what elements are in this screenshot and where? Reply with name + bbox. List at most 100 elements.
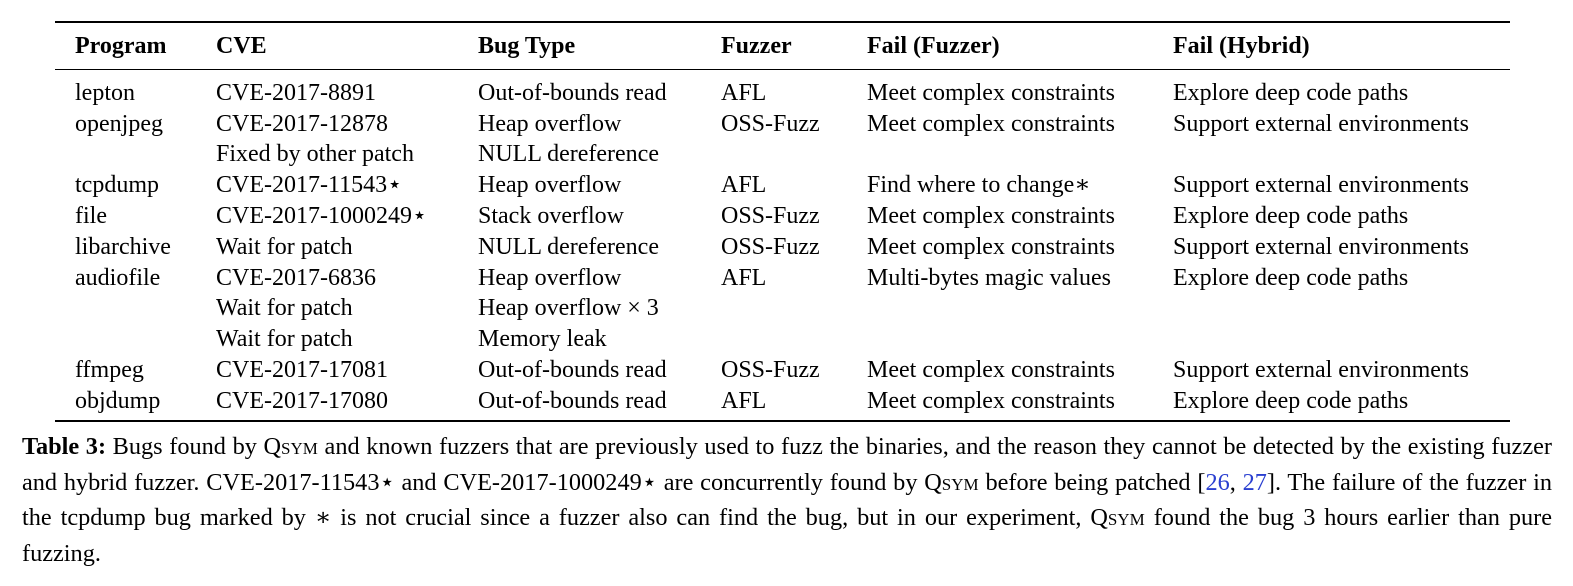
cell-fuzzer: OSS-Fuzz — [721, 110, 820, 137]
cell-fail-fuzzer — [867, 324, 1173, 355]
cell-bug-type: Heap overflow × 3 — [478, 295, 659, 322]
cell-program — [55, 324, 216, 355]
cell-fail-fuzzer: Meet complex constraints — [867, 233, 1115, 260]
table-row: Fixed by other patch NULL dereference — [55, 139, 1510, 170]
cell-program: objdump — [75, 387, 161, 414]
cell-program: libarchive — [75, 233, 171, 260]
cell-bug-type: NULL dereference — [478, 141, 659, 168]
header-fail-hybrid: Fail (Hybrid) — [1173, 33, 1310, 59]
cell-cve: CVE-2017-17080 — [216, 387, 388, 414]
cell-cve: Wait for patch — [216, 233, 353, 260]
cell-fuzzer: AFL — [721, 79, 767, 106]
header-fuzzer: Fuzzer — [721, 33, 792, 59]
cell-fail-fuzzer: Meet complex constraints — [867, 110, 1115, 137]
cell-cve: CVE-2017-17081 — [216, 356, 388, 383]
cell-fuzzer — [721, 139, 867, 170]
cell-program: lepton — [75, 79, 135, 106]
cell-bug-type: Heap overflow — [478, 264, 622, 291]
caption-text-4: ]. The failure of the fuzzer in the tcpd… — [22, 468, 1552, 532]
caption-text-2: and known fuzzers that are previously us… — [22, 433, 1552, 496]
cell-program: ffmpeg — [75, 356, 144, 383]
cell-bug-type: Heap overflow — [478, 172, 622, 199]
cell-fail-hybrid: Explore deep code paths — [1173, 264, 1409, 291]
cell-cve: CVE-2017-11543⋆ — [216, 172, 403, 199]
cell-cve: CVE-2017-1000249⋆ — [216, 202, 428, 229]
cell-fuzzer: OSS-Fuzz — [721, 356, 820, 383]
caption-text-5: found the bug 3 hours earlier than pure … — [22, 504, 1552, 568]
table-row: Wait for patch Memory leak — [55, 324, 1510, 355]
cell-fail-fuzzer: Meet complex constraints — [867, 356, 1115, 383]
cell-fuzzer — [721, 324, 867, 355]
cell-program: openjpeg — [75, 110, 163, 137]
table-row: openjpeg CVE-2017-12878 Heap overflow OSS-F… — [55, 109, 1510, 140]
cell-bug-type: Out-of-bounds read — [478, 356, 667, 383]
cell-fail-hybrid: Explore deep code paths — [1173, 202, 1409, 229]
cell-fail-hybrid — [1173, 139, 1510, 170]
cell-program: tcpdump — [75, 172, 159, 199]
cell-program: audiofile — [75, 264, 161, 291]
bug-table: Program CVE Bug Type Fuzzer Fail (Fuzzer… — [55, 21, 1510, 422]
header-program: Program — [75, 33, 167, 59]
cell-bug-type: Heap overflow — [478, 110, 622, 137]
cell-fuzzer: AFL — [721, 264, 767, 291]
caption-qsym-2: Qsym — [924, 468, 979, 496]
table-header: Program CVE Bug Type Fuzzer Fail (Fuzzer… — [55, 22, 1510, 70]
header-row: Program CVE Bug Type Fuzzer Fail (Fuzzer… — [55, 22, 1510, 70]
cell-cve: Wait for patch — [216, 326, 353, 353]
table-row: audiofile CVE-2017-6836 Heap overflow AFL Mu… — [55, 263, 1510, 294]
cell-fail-hybrid — [1173, 293, 1510, 324]
cell-fail-fuzzer — [867, 139, 1173, 170]
cell-bug-type: Out-of-bounds read — [478, 387, 667, 414]
table-row: ffmpeg CVE-2017-17081 Out-of-bounds read OS… — [55, 355, 1510, 386]
cell-fail-hybrid: Explore deep code paths — [1173, 79, 1409, 106]
cell-fail-fuzzer: Multi-bytes magic values — [867, 264, 1111, 291]
cell-fail-fuzzer — [867, 293, 1173, 324]
caption-cite-separator: , — [1229, 468, 1243, 496]
cell-bug-type: Memory leak — [478, 326, 607, 353]
citation-link-27[interactable]: 27 — [1242, 468, 1267, 496]
cell-fail-hybrid — [1173, 324, 1510, 355]
cell-fail-fuzzer: Meet complex constraints — [867, 202, 1115, 229]
cell-fuzzer: OSS-Fuzz — [721, 233, 820, 260]
cell-program — [55, 139, 216, 170]
table-row: objdump CVE-2017-17080 Out-of-bounds read A… — [55, 386, 1510, 421]
bug-table-container: Program CVE Bug Type Fuzzer Fail (Fuzzer… — [55, 21, 1510, 422]
table-row: Wait for patch Heap overflow × 3 — [55, 293, 1510, 324]
cell-fail-hybrid: Support external environments — [1173, 233, 1469, 260]
cell-fail-fuzzer: Meet complex constraints — [867, 387, 1115, 414]
citation-link-26[interactable]: 26 — [1205, 468, 1230, 496]
cell-fail-hybrid: Support external environments — [1173, 172, 1469, 199]
header-fail-fuzzer: Fail (Fuzzer) — [867, 33, 1000, 59]
cell-fail-hybrid: Explore deep code paths — [1173, 387, 1409, 414]
caption-label: Table 3: — [22, 433, 107, 460]
caption-qsym-1: Qsym — [263, 433, 318, 460]
cell-fuzzer: AFL — [721, 387, 767, 414]
cell-cve: CVE-2017-8891 — [216, 79, 376, 106]
cell-fail-fuzzer: Meet complex constraints — [867, 79, 1115, 106]
cell-fuzzer: AFL — [721, 172, 767, 199]
cell-program — [55, 293, 216, 324]
cell-fail-hybrid: Support external environments — [1173, 356, 1469, 383]
table-row: libarchive Wait for patch NULL dereference… — [55, 232, 1510, 263]
cell-bug-type: NULL dereference — [478, 233, 659, 260]
table-caption: Table 3: Bugs found by Qsym and known fu… — [22, 429, 1552, 572]
table-row: lepton CVE-2017-8891 Out-of-bounds read AFL… — [55, 69, 1510, 108]
cell-bug-type: Out-of-bounds read — [478, 79, 667, 106]
cell-cve: CVE-2017-12878 — [216, 110, 388, 137]
header-bug-type: Bug Type — [478, 33, 576, 59]
cell-cve: CVE-2017-6836 — [216, 264, 376, 291]
cell-fuzzer — [721, 293, 867, 324]
caption-qsym-3: Qsym — [1090, 504, 1145, 532]
caption-text-3: before being patched [ — [978, 468, 1206, 496]
table-row: file CVE-2017-1000249⋆ Stack overflow OSS-F… — [55, 201, 1510, 232]
table-row: tcpdump CVE-2017-11543⋆ Heap overflow AFL Fi… — [55, 170, 1510, 201]
cell-bug-type: Stack overflow — [478, 202, 624, 229]
cell-fuzzer: OSS-Fuzz — [721, 202, 820, 229]
table-body: lepton CVE-2017-8891 Out-of-bounds read AFL… — [55, 69, 1510, 421]
cell-cve: Fixed by other patch — [216, 141, 414, 168]
header-cve: CVE — [216, 33, 267, 59]
cell-fail-hybrid: Support external environments — [1173, 110, 1469, 137]
cell-program: file — [75, 202, 107, 229]
cell-fail-fuzzer: Find where to change∗ — [867, 172, 1091, 199]
cell-cve: Wait for patch — [216, 295, 353, 322]
